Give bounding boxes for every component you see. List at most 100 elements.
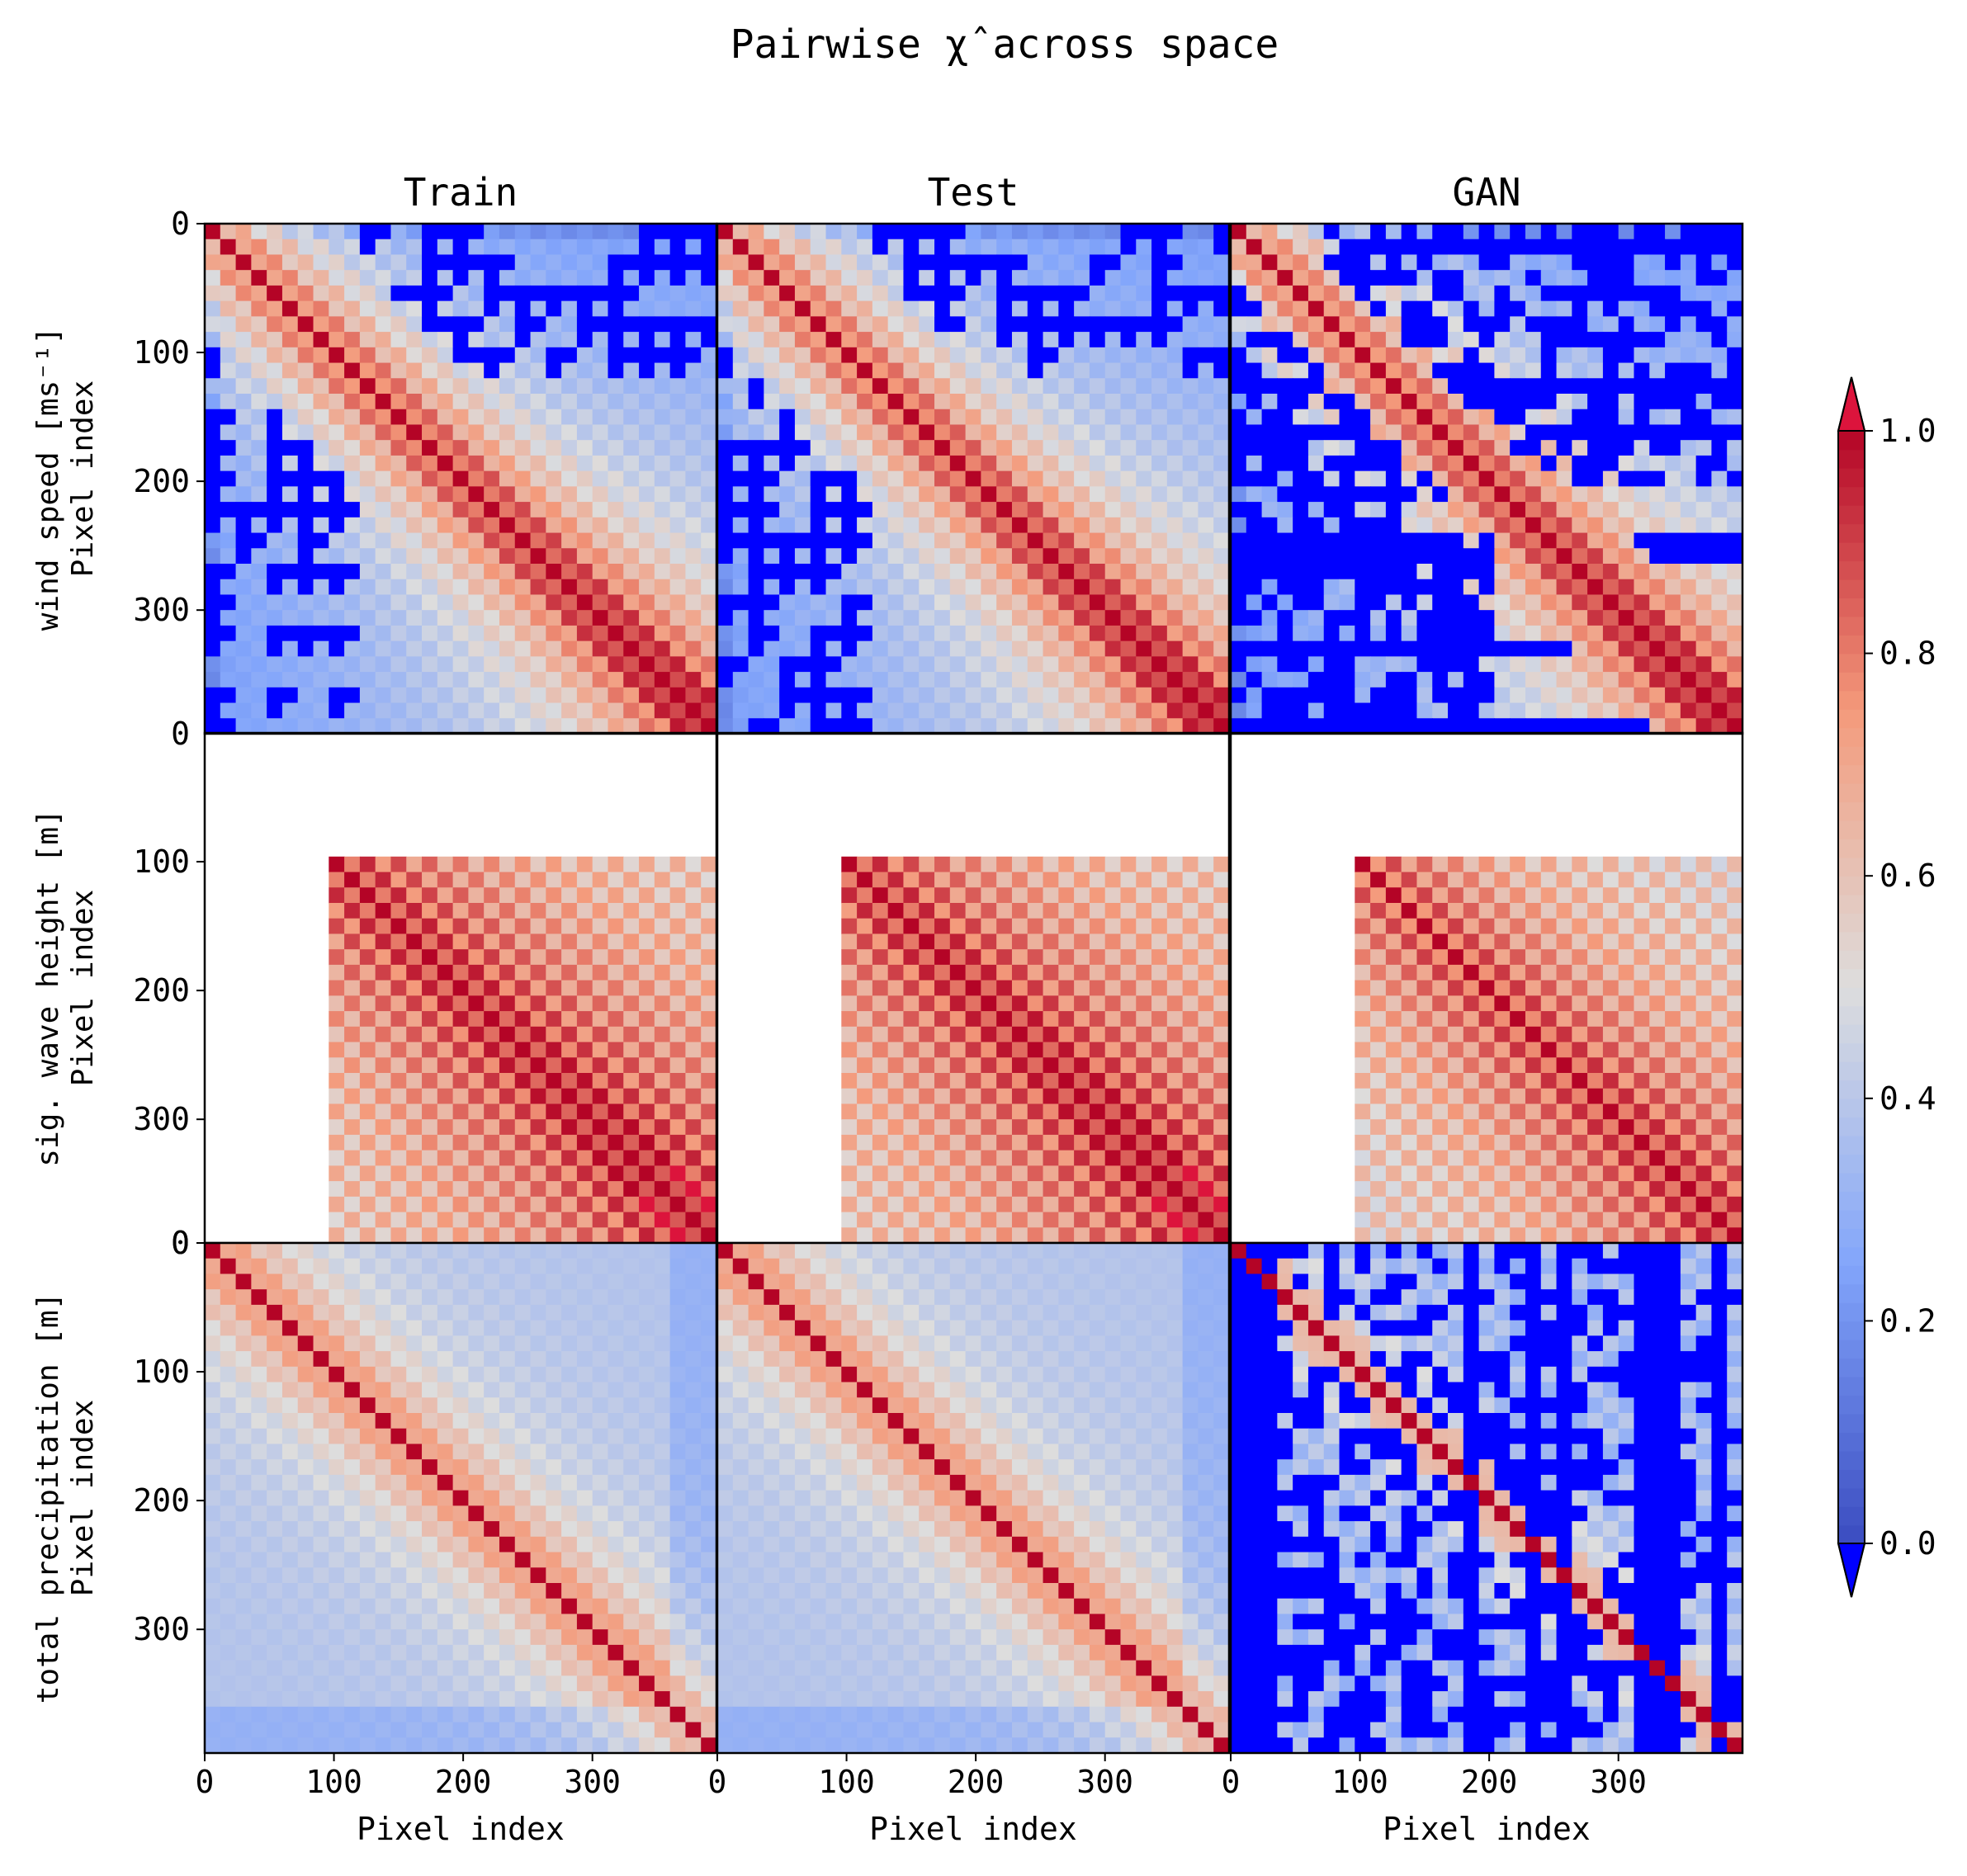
- heatmap-cell: [779, 239, 796, 256]
- heatmap-cell: [592, 1103, 609, 1120]
- heatmap-cell: [1416, 1011, 1433, 1028]
- heatmap-cell: [530, 362, 546, 379]
- heatmap-cell: [1104, 1103, 1122, 1120]
- heatmap-cell: [1680, 394, 1697, 410]
- heatmap-cell: [344, 579, 361, 596]
- heatmap-cell: [1151, 239, 1168, 256]
- heatmap-cell: [887, 1150, 905, 1166]
- heatmap-cell: [934, 1011, 951, 1028]
- heatmap-cell: [499, 548, 516, 565]
- heatmap-cell: [623, 1088, 640, 1105]
- heatmap-cell: [949, 672, 967, 688]
- heatmap-cell: [437, 887, 454, 904]
- heatmap-cell: [903, 702, 920, 719]
- heatmap-cell: [857, 1212, 873, 1228]
- heatmap-cell: [1355, 980, 1371, 996]
- heatmap-cell: [1011, 394, 1028, 410]
- heatmap-cell: [1711, 656, 1728, 673]
- heatmap-cell: [1556, 672, 1572, 688]
- heatmap-cell: [794, 594, 811, 611]
- heatmap-cell: [685, 872, 702, 888]
- heatmap-cell: [1618, 672, 1635, 688]
- heatmap-cell: [1572, 224, 1588, 240]
- heatmap-cell: [1058, 610, 1075, 626]
- heatmap-cell: [592, 1227, 609, 1244]
- heatmap-cell: [297, 532, 314, 549]
- heatmap-cell: [1355, 918, 1371, 935]
- heatmap-cell: [452, 1103, 469, 1120]
- heatmap-cell: [1089, 594, 1106, 611]
- heatmap-cell: [623, 856, 640, 873]
- heatmap-cell: [1089, 564, 1106, 580]
- heatmap-cell: [390, 1227, 407, 1244]
- heatmap-cell: [422, 887, 438, 904]
- heatmap-cell: [1649, 455, 1666, 472]
- heatmap-cell: [1323, 610, 1340, 626]
- heatmap-cell: [654, 702, 671, 719]
- heatmap-cell: [1540, 378, 1558, 395]
- heatmap-cell: [1572, 440, 1588, 456]
- heatmap-cell: [872, 933, 889, 950]
- heatmap-cell: [468, 470, 485, 487]
- heatmap-cell: [623, 394, 640, 410]
- heatmap-cell: [235, 640, 252, 657]
- heatmap-cell: [499, 594, 516, 611]
- heatmap-cell: [1074, 409, 1090, 426]
- heatmap-cell: [701, 964, 717, 981]
- heatmap-cell: [1198, 378, 1214, 395]
- heatmap-cell: [810, 656, 827, 673]
- heatmap-cell: [1120, 1119, 1137, 1136]
- heatmap-cell: [235, 718, 252, 735]
- heatmap-cell: [592, 1212, 609, 1228]
- heatmap-cell: [1261, 640, 1278, 657]
- heatmap-cell: [1401, 517, 1418, 534]
- heatmap-cell: [1198, 640, 1214, 657]
- heatmap-cell: [949, 933, 967, 950]
- heatmap-cell: [669, 995, 687, 1012]
- heatmap-cell: [1494, 933, 1511, 950]
- heatmap-cell: [1027, 394, 1044, 410]
- heatmap-cell: [344, 718, 361, 735]
- heatmap-cell: [903, 1119, 920, 1136]
- heatmap-cell: [561, 933, 578, 950]
- heatmap-cell: [422, 995, 438, 1012]
- heatmap-cell: [1213, 918, 1230, 935]
- heatmap-cell: [1120, 1181, 1137, 1198]
- heatmap-cell: [1058, 1181, 1075, 1198]
- heatmap-cell: [623, 702, 640, 719]
- heatmap-cell: [576, 378, 593, 395]
- heatmap-cell: [685, 964, 702, 981]
- heatmap-cell: [546, 1227, 562, 1244]
- heatmap-cell: [1058, 856, 1075, 873]
- heatmap-cell: [887, 470, 905, 487]
- heatmap-cell: [1432, 949, 1449, 966]
- heatmap-cell: [530, 856, 546, 873]
- heatmap-cell: [1634, 270, 1650, 286]
- heatmap-cell: [639, 1181, 655, 1198]
- heatmap-cell: [484, 887, 500, 904]
- heatmap-cell: [1448, 424, 1464, 441]
- heatmap-cell: [887, 1073, 905, 1089]
- heatmap-cell: [1355, 1011, 1371, 1028]
- heatmap-cell: [639, 1119, 655, 1136]
- heatmap-cell: [1665, 687, 1681, 704]
- heatmap-cell: [344, 640, 361, 657]
- heatmap-cell: [996, 702, 1013, 719]
- heatmap-cell: [1089, 316, 1106, 333]
- heatmap-cell: [1727, 486, 1743, 503]
- heatmap-cell: [623, 239, 640, 256]
- heatmap-cell: [1540, 502, 1558, 518]
- heatmap-cell: [1432, 517, 1449, 534]
- heatmap-cell: [1556, 548, 1572, 565]
- heatmap-cell: [1182, 378, 1199, 395]
- heatmap-cell: [344, 1026, 361, 1043]
- heatmap-cell: [468, 1042, 485, 1058]
- heatmap-cell: [1089, 548, 1106, 565]
- heatmap-cell: [608, 316, 624, 333]
- heatmap-cell: [1120, 347, 1137, 364]
- heatmap-cell: [1540, 1026, 1558, 1043]
- heatmap-cell: [903, 672, 920, 688]
- heatmap-cell: [1401, 1073, 1418, 1089]
- heatmap-cell: [654, 640, 671, 657]
- heatmap-cell: [1355, 718, 1371, 735]
